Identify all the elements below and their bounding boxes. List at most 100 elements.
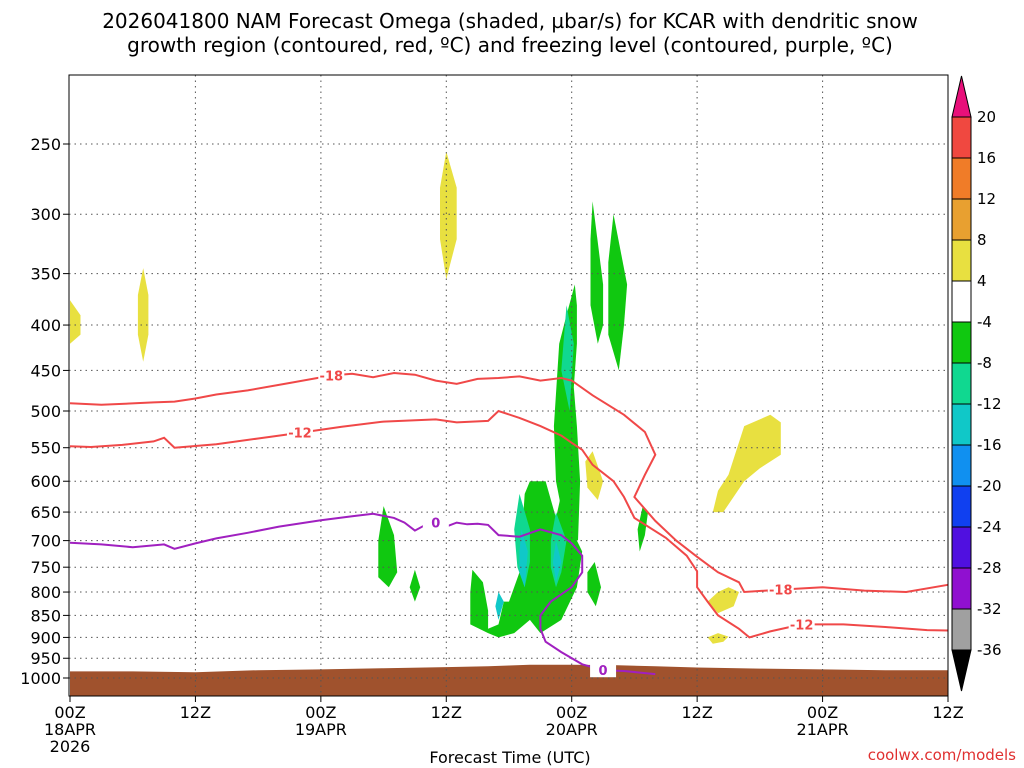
omega-region-21 xyxy=(552,540,562,583)
x-tick-label-h0-1: 00Z xyxy=(54,703,85,722)
colorbar-label-1: 20 xyxy=(977,108,996,126)
contour-label-bg-2-1 xyxy=(286,425,313,440)
colorbar-swatch-2 xyxy=(951,157,972,200)
contour-label-1-1: -18 xyxy=(320,370,344,385)
colorbar-label-7: -8 xyxy=(977,354,992,372)
omega-region-3 xyxy=(440,151,457,280)
colorbar-label-10: -20 xyxy=(977,477,1002,495)
colorbar-swatch-6 xyxy=(951,321,972,364)
plot-frame xyxy=(68,74,949,697)
contour-label-bg-2-2 xyxy=(788,617,815,632)
colorbar-label-6: -4 xyxy=(977,313,992,331)
colorbar-top-arrow xyxy=(951,75,972,118)
x-tick-label-h12-1: 12Z xyxy=(180,703,211,722)
contour-label-1-2: -18 xyxy=(769,584,793,599)
x-tick-label-h72-1: 00Z xyxy=(807,703,838,722)
omega-region-11 xyxy=(553,284,581,541)
colorbar-label-4: 8 xyxy=(977,231,987,249)
colorbar-swatch-11 xyxy=(951,526,972,569)
contour-line-3 xyxy=(69,512,656,676)
contour-label-bg-1-1 xyxy=(318,368,345,383)
y-tick-label-550: 550 xyxy=(30,439,61,458)
colorbar-swatch-7 xyxy=(951,362,972,405)
colorbar-label-9: -16 xyxy=(977,436,1002,454)
contour-line-1 xyxy=(69,371,949,594)
x-tick-label-h72-2: 21APR xyxy=(797,720,849,739)
x-axis-label: Forecast Time (UTC) xyxy=(429,748,590,767)
omega-region-1 xyxy=(70,300,81,344)
y-tick-label-950: 950 xyxy=(30,649,61,668)
contour-label-bg-3-2 xyxy=(590,663,617,678)
chart-title-line-1: 2026041800 NAM Forecast Omega (shaded, µ… xyxy=(102,9,918,33)
omega-region-16 xyxy=(561,305,574,411)
y-axis-ticks: 250 300 350 400 450 500 550 600 650 700 750 800 850 9… xyxy=(20,135,69,688)
y-tick-label-800: 800 xyxy=(30,583,61,602)
y-tick-label-900: 900 xyxy=(30,628,61,647)
x-tick-label-h0-2: 18APR xyxy=(44,720,96,739)
colorbar-label-2: 16 xyxy=(977,149,996,167)
colorbar-label-12: -28 xyxy=(977,559,1002,577)
terrain xyxy=(70,664,948,696)
colorbar-label-11: -24 xyxy=(977,518,1002,536)
colorbar-label-14: -36 xyxy=(977,641,1002,659)
omega-region-14 xyxy=(587,562,601,607)
x-tick-label-h24-2: 19APR xyxy=(295,720,347,739)
colorbar-label-5: 4 xyxy=(977,272,987,290)
x-tick-label-h24-1: 00Z xyxy=(305,703,336,722)
y-tick-label-750: 750 xyxy=(30,558,61,577)
x-tick-label-h48-2: 20APR xyxy=(546,720,598,739)
y-tick-label-300: 300 xyxy=(30,205,61,224)
contours: -18 -18 -12 -12 0 0 xyxy=(69,368,949,679)
omega-region-20 xyxy=(495,592,504,620)
omega-region-9 xyxy=(409,569,421,602)
omega-region-4 xyxy=(585,451,604,500)
contour-label-3-2: 0 xyxy=(599,664,608,679)
y-tick-label-450: 450 xyxy=(30,361,61,380)
colorbar-swatch-1 xyxy=(951,116,972,159)
contour-line-2 xyxy=(69,409,949,639)
contour-label-bg-3-1 xyxy=(422,515,449,530)
credit-text: coolwx.com/models xyxy=(868,746,1016,764)
y-tick-label-600: 600 xyxy=(30,472,61,491)
grid xyxy=(69,75,948,696)
colorbar-swatch-10 xyxy=(951,485,972,528)
colorbar-swatch-13 xyxy=(951,608,972,651)
y-tick-label-1000: 1000 xyxy=(20,669,61,688)
omega-region-6 xyxy=(707,587,739,614)
terrain-surface xyxy=(70,664,948,696)
contour-label-bg-1-2 xyxy=(767,582,794,597)
colorbar-swatch-3 xyxy=(951,198,972,241)
colorbar: 20 16 12 8 4 -4 -8 -12 -16 -20 -24 -28 -32 -36 xyxy=(951,75,1002,692)
contour-label-3-1: 0 xyxy=(431,517,440,532)
y-tick-label-500: 500 xyxy=(30,402,61,421)
omega-region-13 xyxy=(608,214,628,371)
y-tick-label-850: 850 xyxy=(30,606,61,625)
contour-label-2-1: -12 xyxy=(288,427,312,442)
colorbar-label-13: -32 xyxy=(977,600,1002,618)
y-tick-label-650: 650 xyxy=(30,503,61,522)
omega-region-12 xyxy=(590,201,604,344)
y-tick-label-350: 350 xyxy=(30,265,61,284)
omega-region-15 xyxy=(637,506,648,552)
omega-region-19 xyxy=(519,529,528,588)
contour-label-2-2: -12 xyxy=(790,618,814,633)
x-tick-label-h36-1: 12Z xyxy=(431,703,462,722)
colorbar-bottom-arrow xyxy=(951,649,972,692)
omega-region-2 xyxy=(137,268,149,362)
omega-region-5 xyxy=(712,414,781,513)
omega-region-7 xyxy=(707,633,729,644)
omega-shading xyxy=(70,151,781,644)
colorbar-swatch-8 xyxy=(951,403,972,446)
colorbar-swatch-5 xyxy=(951,280,972,323)
colorbar-swatch-12 xyxy=(951,567,972,610)
x-tick-label-h48-1: 00Z xyxy=(556,703,587,722)
y-tick-label-700: 700 xyxy=(30,532,61,551)
colorbar-swatch-9 xyxy=(951,444,972,487)
colorbar-label-8: -12 xyxy=(977,395,1002,413)
y-tick-label-250: 250 xyxy=(30,135,61,154)
x-tick-label-h84-1: 12Z xyxy=(932,703,963,722)
y-tick-label-400: 400 xyxy=(30,316,61,335)
colorbar-label-3: 12 xyxy=(977,190,996,208)
